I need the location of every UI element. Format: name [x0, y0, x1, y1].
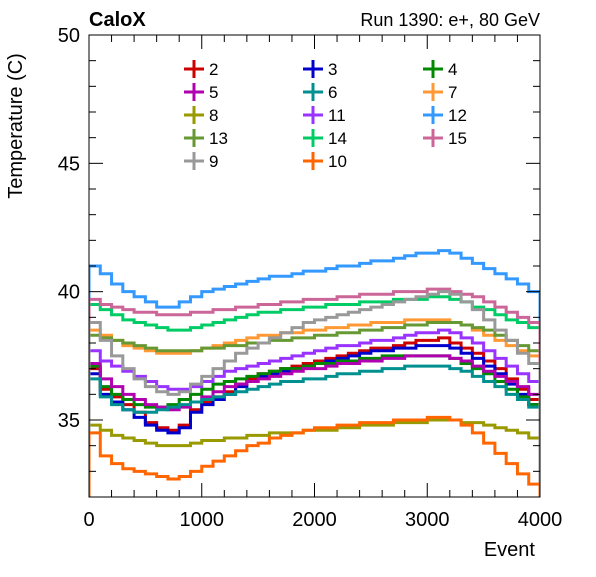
x-axis-title: Event	[484, 539, 536, 561]
legend-label-4: 4	[448, 60, 457, 79]
series-line-14	[89, 295, 540, 497]
header-right: Run 1390: e+, 80 GeV	[360, 10, 540, 30]
series-line-4	[89, 354, 540, 497]
series-line-12	[89, 249, 540, 497]
series-line-9	[89, 290, 540, 497]
legend-label-15: 15	[448, 129, 467, 148]
x-tick-label: 3000	[405, 509, 450, 531]
legend-label-7: 7	[448, 83, 457, 102]
y-tick-label: 50	[58, 25, 80, 47]
y-tick-label: 45	[58, 153, 80, 175]
y-tick-label: 40	[58, 282, 80, 304]
series-line-2	[89, 336, 540, 497]
series-line-13	[89, 320, 540, 497]
legend-label-10: 10	[328, 152, 347, 171]
legend: 2 3 4 5 6 7 8 11 12 13 14 15 9 10	[184, 60, 467, 171]
x-tick-label: 4000	[518, 509, 563, 531]
legend-label-6: 6	[328, 83, 337, 102]
series-line-15	[89, 287, 540, 497]
legend-label-12: 12	[448, 106, 467, 125]
x-tick-label: 1000	[180, 509, 225, 531]
legend-label-5: 5	[209, 83, 218, 102]
x-tick-label: 2000	[292, 509, 337, 531]
series-line-5	[89, 354, 540, 497]
y-axis-title: Temperature (C)	[5, 53, 27, 199]
x-tick-label: 0	[83, 509, 94, 531]
legend-label-9: 9	[209, 152, 218, 171]
legend-label-8: 8	[209, 106, 218, 125]
series-line-10	[89, 415, 540, 497]
legend-label-3: 3	[328, 60, 337, 79]
legend-label-2: 2	[209, 60, 218, 79]
legend-label-11: 11	[328, 106, 346, 125]
plot-area	[89, 249, 540, 497]
legend-label-13: 13	[209, 129, 228, 148]
y-tick-label: 35	[58, 410, 80, 432]
legend-label-14: 14	[328, 129, 347, 148]
header-left: CaloX	[89, 9, 146, 31]
series-line-6	[89, 364, 540, 497]
series-line-7	[89, 318, 540, 497]
